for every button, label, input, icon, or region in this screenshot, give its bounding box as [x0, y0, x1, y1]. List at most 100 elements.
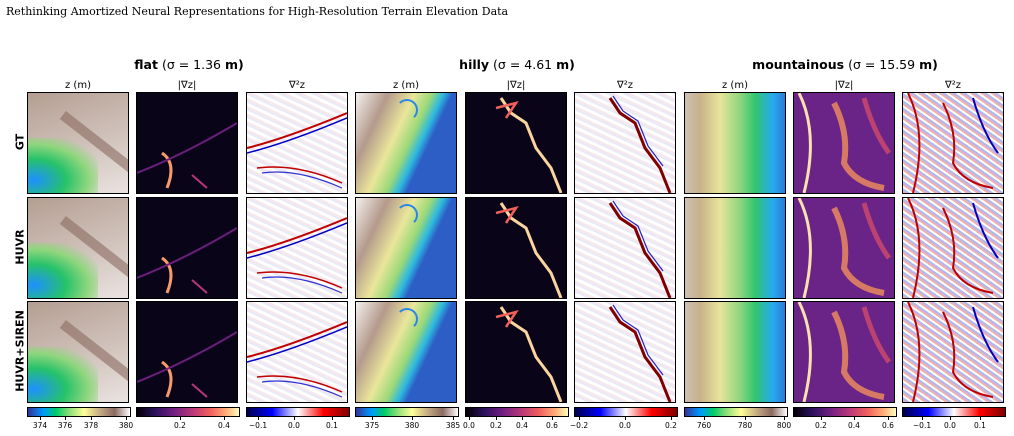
paper-header: Rethinking Amortized Neural Representati…	[6, 5, 509, 18]
row-label-huvr: HUVR	[13, 229, 27, 265]
panel-mountainous-elevation-huvr-siren	[684, 301, 786, 403]
colorbar-tick-label: 0.1	[974, 421, 986, 430]
panel-hilly-elevation-huvr-siren	[355, 301, 457, 403]
row-label-gt: GT	[13, 133, 27, 151]
colorbar-tick	[980, 417, 981, 420]
colorbar-tick	[922, 417, 923, 420]
panel-mountainous-laplacian-huvr-siren	[902, 301, 1004, 403]
colorbar-tick	[496, 417, 497, 420]
colorbar-tick-label: 0.1	[326, 421, 338, 430]
panel-hilly-elevation-gt	[355, 92, 457, 194]
col-label-elevation: z (m)	[722, 80, 748, 91]
colorbar-tick	[704, 417, 705, 420]
group-name: flat	[134, 57, 158, 72]
col-label-gradient: |∇z|	[177, 80, 197, 91]
colorbar-seismic	[902, 407, 1006, 417]
colorbar-tick-label: 0.0	[288, 421, 300, 430]
panel-flat-laplacian-gt	[246, 92, 348, 194]
colorbar-tick	[671, 417, 672, 420]
col-label-gradient: |∇z|	[506, 80, 526, 91]
colorbar-tick	[180, 417, 181, 420]
group-unit: m)	[919, 57, 938, 72]
colorbar-tick-label: 0.6	[882, 421, 894, 430]
colorbar-tick-label: 380	[404, 421, 420, 430]
colorbar-tick	[372, 417, 373, 420]
colorbar-tick-label: 0.2	[665, 421, 677, 430]
colorbar-tick	[412, 417, 413, 420]
colorbar-tick-label: 0.0	[944, 421, 956, 430]
colorbar-tick-label: 0.0	[463, 421, 475, 430]
group-sigma: (σ = 15.59	[844, 57, 920, 72]
panel-hilly-gradient-huvr	[465, 197, 567, 299]
colorbar-tick	[579, 417, 580, 420]
group-unit: m)	[556, 57, 575, 72]
panel-hilly-laplacian-huvr-siren	[574, 301, 676, 403]
colorbar-magma	[793, 407, 897, 417]
colorbar-tick-label: 0.0	[619, 421, 631, 430]
panel-mountainous-gradient-huvr-siren	[793, 301, 895, 403]
colorbar-tick-label: 0.2	[174, 421, 186, 430]
colorbar-tick-label: 378	[83, 421, 99, 430]
panel-mountainous-elevation-gt	[684, 92, 786, 194]
colorbar-tick-label: 0.4	[848, 421, 860, 430]
colorbar-tick	[294, 417, 295, 420]
panel-flat-gradient-gt	[136, 92, 238, 194]
panel-mountainous-elevation-huvr	[684, 197, 786, 299]
panel-flat-gradient-huvr-siren	[136, 301, 238, 403]
colorbar-tick-label: 0.4	[218, 421, 230, 430]
panel-flat-laplacian-huvr	[246, 197, 348, 299]
col-label-gradient: |∇z|	[834, 80, 854, 91]
colorbar-magma	[136, 407, 240, 417]
colorbar-tick	[888, 417, 889, 420]
colorbar-tick-label: 380	[118, 421, 134, 430]
colorbar-tick	[552, 417, 553, 420]
colorbar-tick	[126, 417, 127, 420]
group-sigma: (σ = 1.36	[157, 57, 225, 72]
colorbar-tick	[258, 417, 259, 420]
colorbar-tick	[745, 417, 746, 420]
colorbar-tick-label: 374	[32, 421, 48, 430]
panel-hilly-elevation-huvr	[355, 197, 457, 299]
colorbar-tick-label: 376	[57, 421, 73, 430]
colorbar-tick	[65, 417, 66, 420]
colorbar-tick-label: 780	[737, 421, 753, 430]
group-name: hilly	[459, 57, 490, 72]
colorbar-tick	[854, 417, 855, 420]
colorbar-tick-label: 0.2	[490, 421, 502, 430]
group-title-flat: flat (σ = 1.36 m)	[25, 57, 353, 72]
colorbar-tick	[950, 417, 951, 420]
colorbar-tick-label: 385	[445, 421, 461, 430]
colorbar-tick	[625, 417, 626, 420]
row-label-huvr-siren: HUVR+SIREN	[13, 310, 27, 392]
col-label-elevation: z (m)	[393, 80, 419, 91]
colorbar-tick-label: 375	[364, 421, 380, 430]
colorbar-tick	[332, 417, 333, 420]
panel-flat-laplacian-huvr-siren	[246, 301, 348, 403]
colorbar-seismic	[246, 407, 350, 417]
colorbar-tick	[522, 417, 523, 420]
colorbar-tick-label: 800	[776, 421, 792, 430]
group-title-hilly: hilly (σ = 4.61 m)	[353, 57, 681, 72]
panel-hilly-gradient-huvr-siren	[465, 301, 567, 403]
col-label-laplacian: ∇²z	[289, 80, 305, 91]
colorbar-tick-label: 760	[696, 421, 712, 430]
col-label-laplacian: ∇²z	[617, 80, 633, 91]
colorbar-terrain	[684, 407, 788, 417]
panel-flat-elevation-huvr	[27, 197, 129, 299]
colorbar-tick	[821, 417, 822, 420]
panel-flat-elevation-gt	[27, 92, 129, 194]
colorbar-tick-label: −0.2	[569, 421, 589, 430]
group-sigma: (σ = 4.61	[489, 57, 557, 72]
colorbar-tick-label: 0.6	[546, 421, 558, 430]
panel-hilly-laplacian-huvr	[574, 197, 676, 299]
panel-mountainous-laplacian-gt	[902, 92, 1004, 194]
panel-mountainous-gradient-huvr	[793, 197, 895, 299]
colorbar-tick	[784, 417, 785, 420]
panel-hilly-gradient-gt	[465, 92, 567, 194]
col-label-laplacian: ∇²z	[945, 80, 961, 91]
panel-hilly-laplacian-gt	[574, 92, 676, 194]
colorbar-tick	[453, 417, 454, 420]
colorbar-magma	[465, 407, 569, 417]
group-title-mountainous: mountainous (σ = 15.59 m)	[681, 57, 1009, 72]
panel-mountainous-laplacian-huvr	[902, 197, 1004, 299]
